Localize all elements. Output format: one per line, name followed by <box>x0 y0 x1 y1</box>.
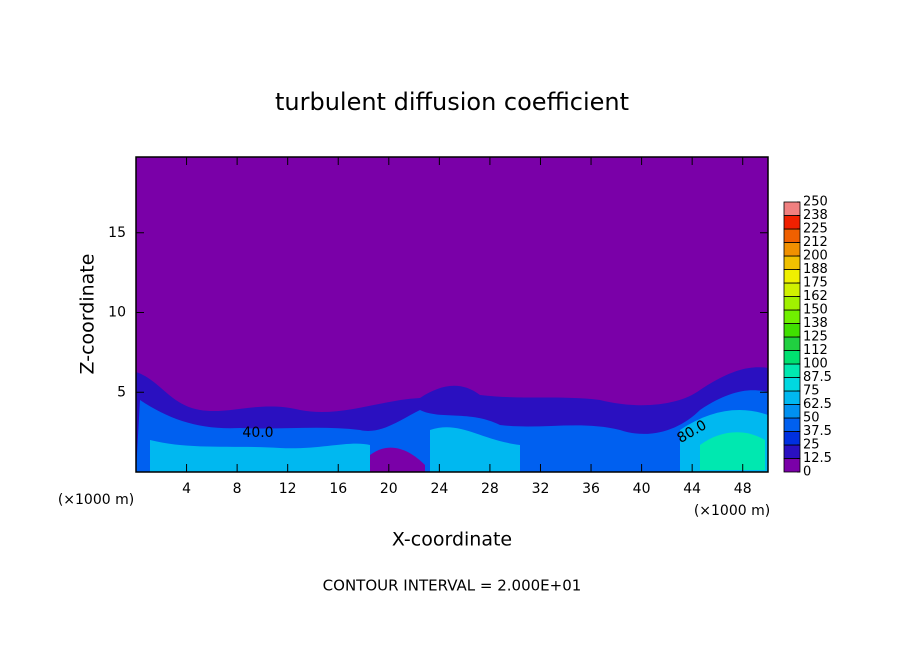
x-axis-label: X-coordinate <box>392 529 512 551</box>
y-axis-label: Z-coordinate <box>77 254 99 375</box>
colorbar-label: 0 <box>803 465 811 480</box>
x-tick-label: 16 <box>329 481 347 497</box>
colorbar-label: 175 <box>803 276 828 291</box>
contour-label: 40.0 <box>242 425 273 441</box>
footer: CONTOUR INTERVAL = 2.000E+01 <box>323 577 582 595</box>
x-tick-label: 32 <box>532 481 550 497</box>
colorbar-bin <box>783 242 801 257</box>
colorbar-bin <box>783 377 801 392</box>
y-tick-label: 15 <box>108 225 126 241</box>
colorbar-bin <box>783 269 801 284</box>
colorbar-label: 238 <box>803 208 828 223</box>
colorbar-bin <box>783 350 801 365</box>
colorbar-label: 37.5 <box>803 424 832 439</box>
colorbar-label: 87.5 <box>803 370 832 385</box>
colorbar-bin <box>783 458 801 473</box>
colorbar-label: 75 <box>803 384 820 399</box>
x-tick-label: 20 <box>380 481 398 497</box>
colorbar-bin <box>783 417 801 432</box>
field <box>136 157 768 472</box>
colorbar-bin <box>783 228 801 243</box>
y-unit: (×1000 m) <box>58 492 134 508</box>
colorbar-label: 100 <box>803 357 828 372</box>
x-tick-label: 12 <box>279 481 297 497</box>
colorbar-bin <box>783 390 801 405</box>
y-tick-label: 10 <box>108 305 126 321</box>
colorbar-label: 12.5 <box>803 451 832 466</box>
x-tick-label: 24 <box>430 481 448 497</box>
colorbar-label: 150 <box>803 303 828 318</box>
x-tick-label: 40 <box>633 481 651 497</box>
colorbar-label: 138 <box>803 316 828 331</box>
x-tick-label: 28 <box>481 481 499 497</box>
colorbar-label: 25 <box>803 438 820 453</box>
x-tick-label: 48 <box>734 481 752 497</box>
colorbar-bin <box>783 336 801 351</box>
colorbar-label: 188 <box>803 262 828 277</box>
colorbar-bin <box>783 323 801 338</box>
x-unit: (×1000 m) <box>694 503 770 519</box>
colorbar-bin <box>783 255 801 270</box>
colorbar-bin <box>783 296 801 311</box>
chart-title: turbulent diffusion coefficient <box>275 88 629 116</box>
plot-frame <box>135 156 769 473</box>
colorbar-label: 225 <box>803 222 828 237</box>
colorbar-bin <box>783 215 801 230</box>
colorbar-label: 112 <box>803 343 828 358</box>
field-region <box>700 432 765 470</box>
colorbar-bin <box>783 363 801 378</box>
field-region <box>150 410 768 472</box>
colorbar-bin <box>783 444 801 459</box>
colorbar-bin <box>783 282 801 297</box>
colorbar-label: 212 <box>803 235 828 250</box>
field-region <box>370 447 425 472</box>
colorbar-label: 250 <box>803 195 828 210</box>
colorbar-label: 125 <box>803 330 828 345</box>
colorbar-label: 62.5 <box>803 397 832 412</box>
x-tick-label: 8 <box>233 481 242 497</box>
colorbar-label: 162 <box>803 289 828 304</box>
colorbar-label: 50 <box>803 411 820 426</box>
x-tick-label: 44 <box>683 481 701 497</box>
colorbar-bin <box>783 201 801 216</box>
x-tick-label: 4 <box>182 481 191 497</box>
colorbar-label: 200 <box>803 249 828 264</box>
colorbar-bin <box>783 309 801 324</box>
colorbar-bin <box>783 404 801 419</box>
x-tick-label: 36 <box>582 481 600 497</box>
colorbar-bin <box>783 431 801 446</box>
y-tick-label: 5 <box>117 384 126 400</box>
